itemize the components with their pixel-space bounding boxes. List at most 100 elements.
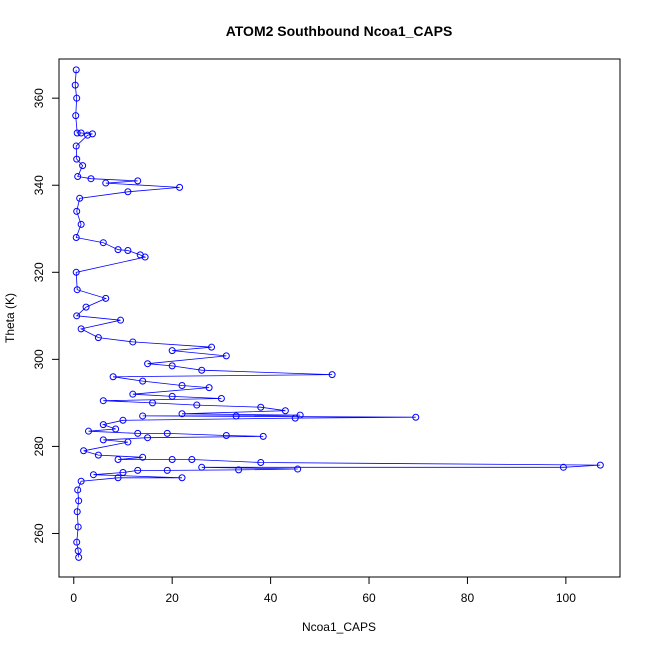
data-point: [168, 347, 176, 355]
data-point: [117, 316, 125, 324]
data-point: [124, 247, 132, 255]
data-point: [75, 553, 83, 561]
y-tick-label: 340: [32, 175, 46, 195]
data-point: [102, 179, 110, 187]
plot-frame: [58, 58, 621, 578]
x-axis-label: Ncoa1_CAPS: [302, 620, 376, 634]
data-point: [296, 411, 304, 419]
y-tick-label: 360: [32, 88, 46, 108]
data-point: [235, 466, 243, 474]
data-point: [257, 403, 265, 411]
data-point: [102, 294, 110, 302]
data-point: [198, 366, 206, 374]
data-point: [99, 436, 107, 444]
data-point: [88, 130, 96, 138]
data-point: [114, 246, 122, 254]
data-point: [74, 173, 82, 181]
data-point: [141, 253, 149, 261]
data-point: [176, 183, 184, 191]
data-point: [77, 325, 85, 333]
data-point: [163, 466, 171, 474]
data-point: [149, 399, 156, 407]
x-tick-label: 0: [70, 591, 77, 605]
data-point: [222, 352, 230, 360]
data-point: [205, 384, 213, 392]
data-point: [294, 465, 302, 473]
data-point: [139, 453, 147, 461]
data-point: [74, 523, 82, 531]
data-point: [281, 407, 289, 415]
data-point: [87, 175, 95, 183]
data-point: [124, 188, 132, 196]
data-point: [168, 455, 176, 463]
data-point: [178, 381, 186, 389]
y-tick-label: 280: [32, 436, 46, 456]
data-point: [73, 94, 81, 102]
data-point: [73, 129, 81, 137]
data-point: [82, 303, 90, 311]
data-point: [73, 155, 81, 163]
data-point: [112, 425, 120, 433]
data-point: [412, 413, 420, 421]
data-point: [188, 455, 196, 463]
data-point: [114, 474, 122, 482]
data-point: [129, 390, 137, 398]
data-point: [119, 416, 127, 424]
data-point: [129, 338, 137, 346]
data-point: [73, 538, 81, 546]
data-point: [74, 547, 82, 555]
data-point: [144, 360, 152, 368]
data-point: [99, 397, 107, 405]
y-tick-label: 300: [32, 349, 46, 369]
series-line: [74, 69, 601, 558]
data-point: [77, 477, 85, 485]
data-point: [559, 463, 567, 471]
y-tick-label: 260: [32, 523, 46, 543]
data-point: [291, 414, 299, 422]
x-axis: 0 20 40 60 80 100: [70, 576, 576, 605]
x-tick-label: 20: [166, 591, 180, 605]
data-point: [168, 362, 176, 370]
data-point: [139, 377, 147, 385]
data-point: [328, 371, 336, 379]
data-point: [94, 334, 102, 342]
data-point: [72, 112, 80, 120]
x-tick-label: 40: [264, 591, 278, 605]
plot-area: [71, 66, 604, 561]
data-point: [259, 432, 267, 440]
data-point: [71, 81, 79, 89]
data-point: [73, 312, 81, 320]
data-point: [178, 474, 186, 482]
data-point: [163, 429, 171, 437]
data-point: [72, 66, 80, 74]
data-point: [99, 239, 107, 247]
data-point: [119, 469, 127, 477]
data-point: [74, 486, 82, 494]
x-tick-label: 60: [362, 591, 376, 605]
data-point: [72, 268, 80, 276]
data-point: [124, 438, 132, 446]
data-point: [134, 466, 142, 474]
x-tick-label: 80: [461, 591, 475, 605]
x-tick-label: 100: [556, 591, 576, 605]
data-point: [79, 162, 87, 170]
data-point: [134, 177, 142, 185]
data-point: [73, 508, 81, 516]
data-point: [72, 233, 80, 241]
data-point: [208, 343, 216, 351]
data-point: [73, 207, 81, 215]
data-point: [114, 455, 122, 463]
data-point: [109, 373, 117, 381]
y-tick-label: 320: [32, 262, 46, 282]
data-point: [168, 392, 176, 400]
data-point: [85, 427, 93, 435]
data-point: [77, 220, 85, 228]
data-point: [596, 461, 604, 469]
data-point: [76, 194, 84, 202]
data-point: [257, 459, 265, 467]
y-axis: 260 280 300 320 340 360: [32, 88, 60, 543]
data-point: [80, 447, 88, 455]
data-point: [198, 463, 206, 471]
data-point: [178, 410, 186, 418]
